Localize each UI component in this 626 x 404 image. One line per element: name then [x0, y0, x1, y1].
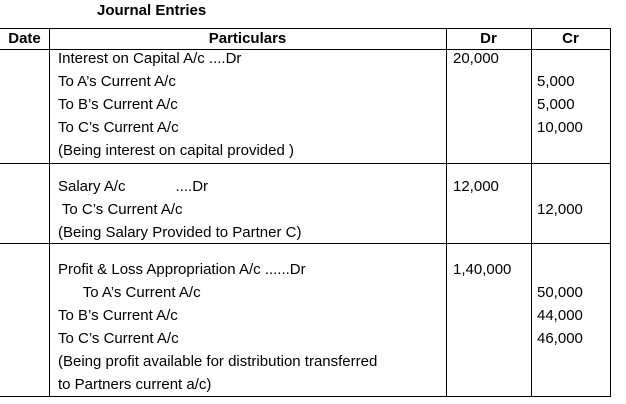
- dr-cell: 20,000: [453, 47, 499, 162]
- entry-line: [537, 258, 583, 281]
- entry-line: [453, 350, 511, 373]
- entry-line: 12,000: [537, 201, 583, 218]
- entry-line: Profit & Loss Appropriation A/c ......Dr: [58, 261, 306, 278]
- entry-line: [453, 198, 499, 221]
- entry-line: [453, 116, 499, 139]
- entry-line: [453, 221, 499, 244]
- entry-line: (Being Salary Provided to Partner C): [58, 224, 302, 241]
- entry-line: To C’s Current A/c: [58, 201, 183, 218]
- entry-line: [537, 175, 583, 198]
- column-divider: [531, 28, 532, 397]
- row-divider: [0, 243, 611, 244]
- entry-line: To B’s Current A/c: [58, 307, 178, 324]
- entry-line: 5,000: [537, 73, 575, 90]
- entry-line: 50,000: [537, 284, 583, 301]
- column-divider: [446, 28, 447, 397]
- table-border: [610, 28, 611, 397]
- particulars-cell: Salary A/c ....Dr To C’s Current A/c (Bei…: [58, 175, 301, 244]
- cr-cell: 12,000: [537, 175, 583, 244]
- table-border: [0, 28, 611, 29]
- header-cr: Cr: [562, 30, 579, 47]
- dr-cell: 12,000: [453, 175, 499, 244]
- entry-line: Salary A/c ....Dr: [58, 178, 209, 195]
- entry-line: To A’s Current A/c: [58, 73, 176, 90]
- entry-line: To A’s Current A/c: [58, 284, 201, 301]
- entry-line: 1,40,000: [453, 261, 512, 278]
- entry-line: [453, 327, 511, 350]
- entry-line: to Partners current a/c): [58, 376, 212, 393]
- entry-line: [537, 221, 583, 244]
- entry-line: [453, 373, 511, 396]
- entry-line: [453, 139, 499, 162]
- entry-line: To B’s Current A/c: [58, 96, 178, 113]
- entry-line: 46,000: [537, 330, 583, 347]
- entry-line: [453, 93, 499, 116]
- entry-line: [537, 373, 583, 396]
- entry-line: [453, 281, 511, 304]
- entry-line: [537, 139, 583, 162]
- entry-line: [453, 304, 511, 327]
- table-border: [0, 49, 611, 50]
- dr-cell: 1,40,000: [453, 258, 511, 396]
- entry-line: To C’s Current A/c: [58, 119, 179, 136]
- entry-line: 20,000: [453, 50, 499, 67]
- entry-line: 5,000: [537, 96, 575, 113]
- entry-line: 12,000: [453, 178, 499, 195]
- row-divider: [0, 163, 611, 164]
- cr-cell: 50,000 44,000 46,000: [537, 258, 583, 396]
- header-dr: Dr: [480, 30, 497, 47]
- cr-cell: 5,000 5,000 10,000: [537, 47, 583, 162]
- entry-line: Interest on Capital A/c ....Dr: [58, 50, 242, 67]
- column-divider: [49, 28, 50, 397]
- table-border: [0, 396, 611, 397]
- page-title: Journal Entries: [97, 2, 207, 19]
- entry-line: [537, 47, 583, 70]
- entry-line: 44,000: [537, 307, 583, 324]
- entry-line: To C’s Current A/c: [58, 330, 179, 347]
- header-particulars: Particulars: [208, 30, 287, 47]
- entry-line: 10,000: [537, 119, 583, 136]
- header-date: Date: [8, 30, 41, 47]
- entry-line: (Being profit available for distribution…: [58, 353, 378, 370]
- particulars-cell: Interest on Capital A/c ....Dr To A’s Cur…: [58, 47, 294, 162]
- entry-line: [453, 70, 499, 93]
- particulars-cell: Profit & Loss Appropriation A/c ......Dr…: [58, 258, 377, 396]
- entry-line: [537, 350, 583, 373]
- entry-line: (Being interest on capital provided ): [58, 142, 294, 159]
